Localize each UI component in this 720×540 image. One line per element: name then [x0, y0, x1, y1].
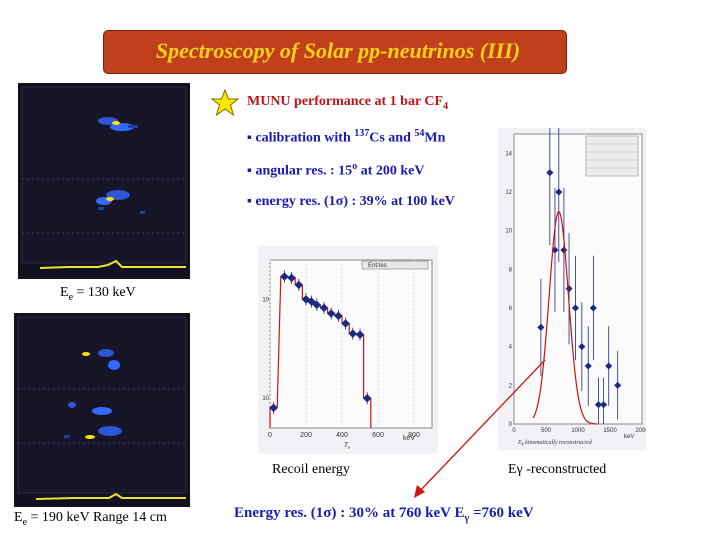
- track-upper: [98, 117, 138, 131]
- event-display-130kev: [18, 83, 190, 279]
- recoil-ytick: 10: [262, 396, 269, 402]
- recoil-xunit: keV: [403, 435, 415, 442]
- recoil-xtick: 800: [408, 432, 420, 439]
- recoil-legend: Entries: [368, 263, 387, 269]
- recoil-ytick: 10: [262, 297, 269, 303]
- event-display-190kev: [14, 313, 190, 507]
- event-label-bottom: Ee = 190 keV Range 14 cm: [14, 510, 167, 528]
- recoil-point: [334, 311, 343, 321]
- egamma-caption: Eγ -reconstructed: [508, 462, 607, 477]
- egamma-ytick: 12: [505, 190, 512, 196]
- star-icon: [210, 88, 240, 117]
- bullet-calibration: ▪ calibration with 137Cs and 54Mn: [247, 128, 446, 146]
- recoil-xtick: 200: [300, 432, 312, 439]
- egamma-ytick: 4: [509, 345, 513, 351]
- recoil-point: [269, 403, 278, 413]
- recoil-point: [355, 330, 365, 339]
- egamma-ytick: 0: [509, 422, 513, 428]
- egamma-ytick: 6: [509, 306, 513, 312]
- title-banner: [103, 30, 567, 74]
- recoil-xtick: 600: [372, 432, 384, 439]
- recoil-xtick: 0: [268, 432, 272, 439]
- egamma-xtick: 0: [512, 428, 516, 434]
- egamma-point: [571, 304, 579, 312]
- recoil-xtick: 400: [336, 432, 348, 439]
- egamma-xtick: 1500: [603, 428, 617, 434]
- track-lower: [96, 190, 145, 214]
- egamma-xtick: 500: [541, 428, 552, 434]
- bullet-energy: ▪ energy res. (1σ) : 39% at 100 keV: [247, 194, 455, 209]
- bullet-angular: ▪ angular res. : 15o at 200 keV: [247, 161, 425, 179]
- recoil-point: [348, 329, 358, 338]
- recoil-point: [319, 303, 329, 313]
- track-190-lower: [64, 402, 122, 439]
- egamma-ytick: 14: [505, 151, 512, 157]
- track-190-upper: [82, 349, 120, 370]
- recoil-xlabel: Te: [344, 441, 351, 451]
- egamma-ytick: 2: [509, 383, 513, 389]
- egamma-point: [555, 188, 563, 196]
- event-label-top: Ee = 130 keV: [60, 285, 136, 303]
- egamma-xtick: 1000: [571, 428, 585, 434]
- egamma-ytick: 10: [505, 229, 512, 235]
- arrow-pointer: [414, 359, 546, 498]
- recoil-caption: Recoil energy: [272, 462, 350, 477]
- egamma-stats-box: [585, 135, 639, 177]
- energy-resolution-line: Energy res. (1σ) : 30% at 760 keV Eγ =76…: [234, 505, 534, 524]
- recoil-energy-chart: Entries 0 200 400 600 800 10 10 Te keV: [258, 246, 438, 454]
- egamma-ytick: 8: [509, 267, 513, 273]
- egamma-xunit: keV: [624, 434, 634, 440]
- header-line: MUNU performance at 1 bar CF4: [247, 94, 449, 112]
- egamma-point: [584, 362, 592, 370]
- page-title: Spectroscopy of Solar pp-neutrinos (III): [155, 38, 521, 63]
- recoil-legend-box: [361, 260, 429, 270]
- recoil-point: [287, 273, 296, 283]
- egamma-xlabel: Eγ kinematically reconstructed: [517, 440, 593, 447]
- recoil-point: [362, 393, 372, 403]
- egamma-point: [589, 304, 597, 312]
